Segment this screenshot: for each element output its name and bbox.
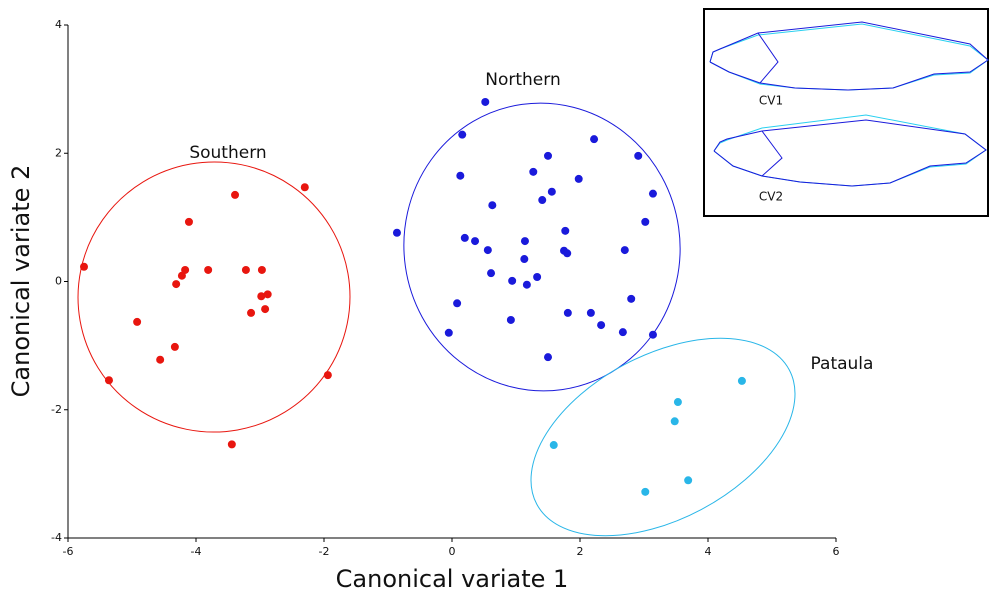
- point: [544, 152, 552, 160]
- x-tick-label: 6: [833, 545, 840, 558]
- point: [520, 255, 528, 263]
- point: [204, 266, 212, 274]
- point: [674, 398, 682, 406]
- point: [597, 321, 605, 329]
- ellipse: [385, 85, 698, 409]
- y-axis-label: Canonical variate 2: [7, 165, 35, 398]
- ellipse: [498, 297, 828, 576]
- point: [484, 246, 492, 254]
- y-tick-label: 4: [55, 18, 62, 31]
- point: [242, 266, 250, 274]
- point: [456, 172, 464, 180]
- y-tick-label: -2: [51, 403, 62, 416]
- point: [627, 295, 635, 303]
- y-tick-label: 2: [55, 146, 62, 159]
- point: [523, 281, 531, 289]
- point: [181, 266, 189, 274]
- point: [461, 234, 469, 242]
- point: [458, 131, 466, 139]
- point: [80, 263, 88, 271]
- y-tick-label: -4: [51, 531, 62, 544]
- point: [529, 168, 537, 176]
- point: [649, 190, 657, 198]
- x-tick-label: 0: [449, 545, 456, 558]
- point: [156, 356, 164, 364]
- point: [471, 237, 479, 245]
- point: [619, 328, 627, 336]
- annotation: Southern: [189, 143, 266, 163]
- point: [641, 218, 649, 226]
- point: [563, 249, 571, 257]
- annotation: Pataula: [811, 354, 874, 374]
- point: [538, 196, 546, 204]
- point: [738, 377, 746, 385]
- inset: [704, 9, 988, 216]
- point: [533, 273, 541, 281]
- point: [564, 309, 572, 317]
- point: [621, 246, 629, 254]
- point: [231, 191, 239, 199]
- point: [548, 188, 556, 196]
- inset-frame: [704, 9, 988, 216]
- point: [133, 318, 141, 326]
- ellipse: [57, 140, 372, 453]
- point: [684, 476, 692, 484]
- point: [171, 343, 179, 351]
- point: [590, 135, 598, 143]
- annotation: Northern: [485, 70, 560, 90]
- point: [105, 376, 113, 384]
- point: [393, 229, 401, 237]
- annotation: CV1: [759, 94, 783, 108]
- y-tick-label: 0: [55, 275, 62, 288]
- point: [247, 309, 255, 317]
- point: [671, 417, 679, 425]
- point: [587, 309, 595, 317]
- point: [634, 152, 642, 160]
- x-tick-label: -2: [319, 545, 330, 558]
- point: [481, 98, 489, 106]
- point: [453, 299, 461, 307]
- point: [641, 488, 649, 496]
- point: [258, 266, 266, 274]
- point: [508, 277, 516, 285]
- point: [172, 280, 180, 288]
- point: [544, 353, 552, 361]
- point: [649, 331, 657, 339]
- point: [264, 290, 272, 298]
- annotation: CV2: [759, 190, 783, 204]
- x-tick-label: 2: [577, 545, 584, 558]
- point: [324, 371, 332, 379]
- point: [561, 227, 569, 235]
- point: [487, 269, 495, 277]
- point: [185, 218, 193, 226]
- point: [301, 183, 309, 191]
- point: [445, 329, 453, 337]
- point: [261, 305, 269, 313]
- point: [228, 440, 236, 448]
- point: [507, 316, 515, 324]
- point: [575, 175, 583, 183]
- chart: Canonical variate 1 Canonical variate 2 …: [0, 0, 990, 599]
- point: [488, 201, 496, 209]
- x-axis-label: Canonical variate 1: [336, 565, 569, 593]
- point: [521, 237, 529, 245]
- x-tick-label: 4: [705, 545, 712, 558]
- x-tick-label: -6: [63, 545, 74, 558]
- x-tick-label: -4: [191, 545, 202, 558]
- point: [550, 441, 558, 449]
